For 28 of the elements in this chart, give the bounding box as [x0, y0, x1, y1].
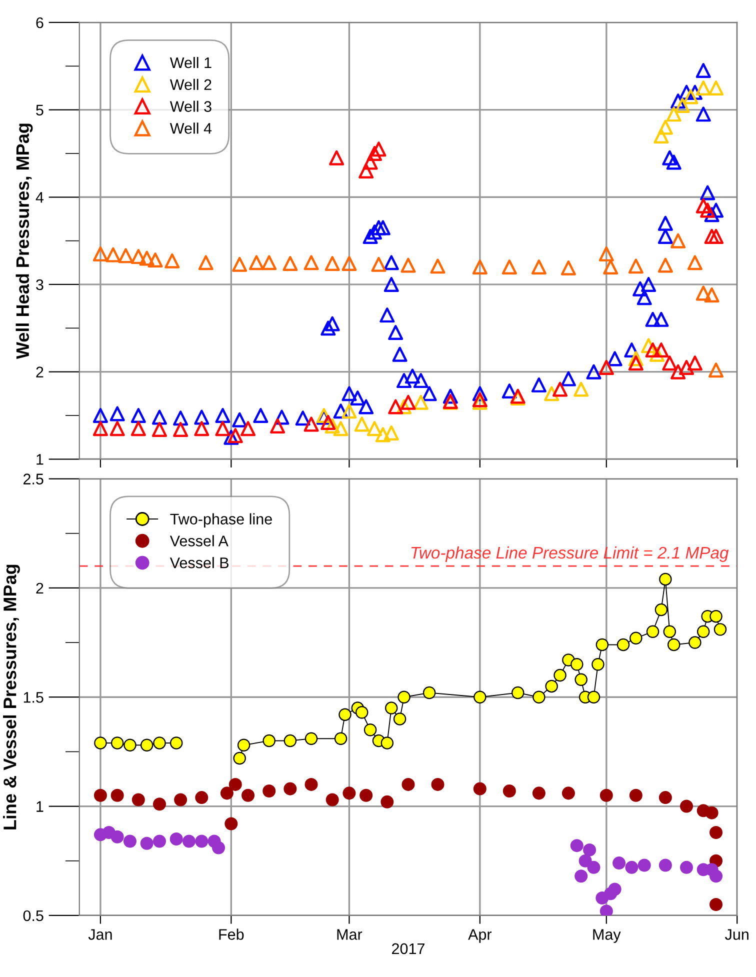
x-tick-label: Jan [88, 929, 112, 940]
x-tick-label: Apr [468, 929, 492, 943]
y-tick-label: 1 [36, 454, 44, 465]
y-tick-label: 1 [36, 801, 44, 812]
y-axis-title: Well Head Pressures, MPag [16, 124, 33, 360]
y-tick-label: 1.5 [24, 692, 44, 703]
legend-label: Well 1 [170, 56, 212, 68]
ref-line-label: Two-phase Line Pressure Limit = 2.1 MPag [411, 546, 729, 562]
legend-label: Well 4 [170, 122, 212, 134]
y-tick-label: 2.5 [23, 474, 44, 484]
y-axis-title: Line & Vessel Pressures, MPag [3, 564, 20, 830]
legend-label: Vessel B [170, 557, 228, 568]
y-tick-label: 2 [36, 582, 44, 594]
y-tick-label: 6 [36, 17, 44, 28]
x-tick-label: Mar [337, 929, 362, 940]
x-axis-title: 2017 [392, 943, 424, 954]
legend-label: Well 3 [170, 100, 212, 112]
y-tick-label: 2 [36, 366, 44, 378]
y-tick-label: 5 [36, 104, 44, 116]
legend-label: Well 2 [170, 78, 212, 90]
x-tick-label: May [593, 929, 621, 943]
y-tick-label: 4 [36, 192, 44, 203]
y-tick-label: 0.5 [23, 910, 44, 922]
y-tick-label: 3 [36, 279, 44, 290]
legend-label: Vessel A [170, 535, 228, 546]
legend-label: Two-phase line [170, 513, 272, 528]
x-tick-label: Jun [725, 929, 748, 940]
x-tick-label: Feb [219, 928, 244, 940]
